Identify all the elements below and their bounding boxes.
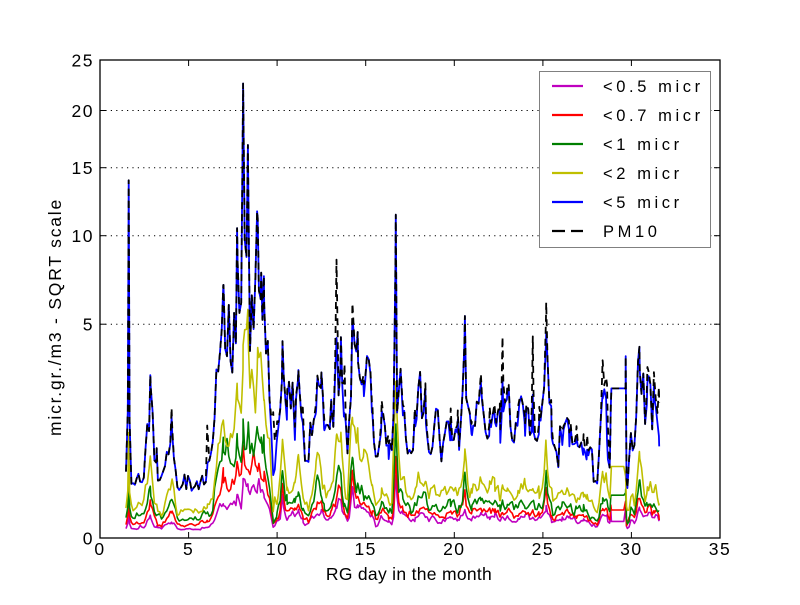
svg-text:5: 5 <box>83 315 94 335</box>
svg-text:10: 10 <box>72 226 94 246</box>
svg-text:0: 0 <box>94 539 105 559</box>
svg-text:30: 30 <box>620 539 642 559</box>
svg-text:micr.gr./m3 - SQRT scale: micr.gr./m3 - SQRT scale <box>45 198 65 436</box>
svg-text:<2 micr: <2 micr <box>603 165 683 183</box>
svg-text:RG day in the month: RG day in the month <box>326 564 492 584</box>
svg-text:20: 20 <box>72 101 94 121</box>
svg-text:15: 15 <box>72 158 94 178</box>
svg-text:5: 5 <box>183 539 194 559</box>
svg-text:0: 0 <box>83 528 94 548</box>
svg-text:10: 10 <box>266 539 288 559</box>
svg-text:<0.7 micr: <0.7 micr <box>603 107 704 125</box>
svg-text:20: 20 <box>443 539 465 559</box>
svg-text:<5 micr: <5 micr <box>603 194 683 212</box>
svg-text:<1 micr: <1 micr <box>603 136 683 154</box>
svg-text:25: 25 <box>532 539 554 559</box>
svg-text:<0.5 micr: <0.5 micr <box>603 78 704 96</box>
svg-text:25: 25 <box>72 50 94 70</box>
svg-text:PM10: PM10 <box>603 223 661 241</box>
svg-text:35: 35 <box>709 539 731 559</box>
svg-text:15: 15 <box>354 539 376 559</box>
